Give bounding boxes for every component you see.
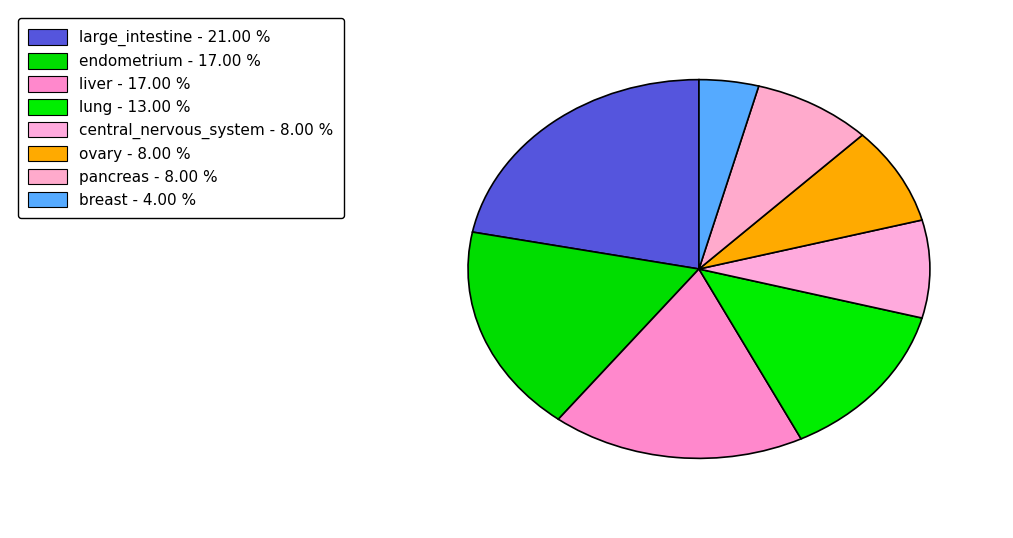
Wedge shape [699,269,922,439]
Wedge shape [558,269,801,458]
Wedge shape [699,135,922,269]
Wedge shape [468,232,699,419]
Wedge shape [699,80,759,269]
Wedge shape [699,220,930,318]
Wedge shape [472,80,699,269]
Legend: large_intestine - 21.00 %, endometrium - 17.00 %, liver - 17.00 %, lung - 13.00 : large_intestine - 21.00 %, endometrium -… [18,18,343,218]
Wedge shape [699,86,862,269]
